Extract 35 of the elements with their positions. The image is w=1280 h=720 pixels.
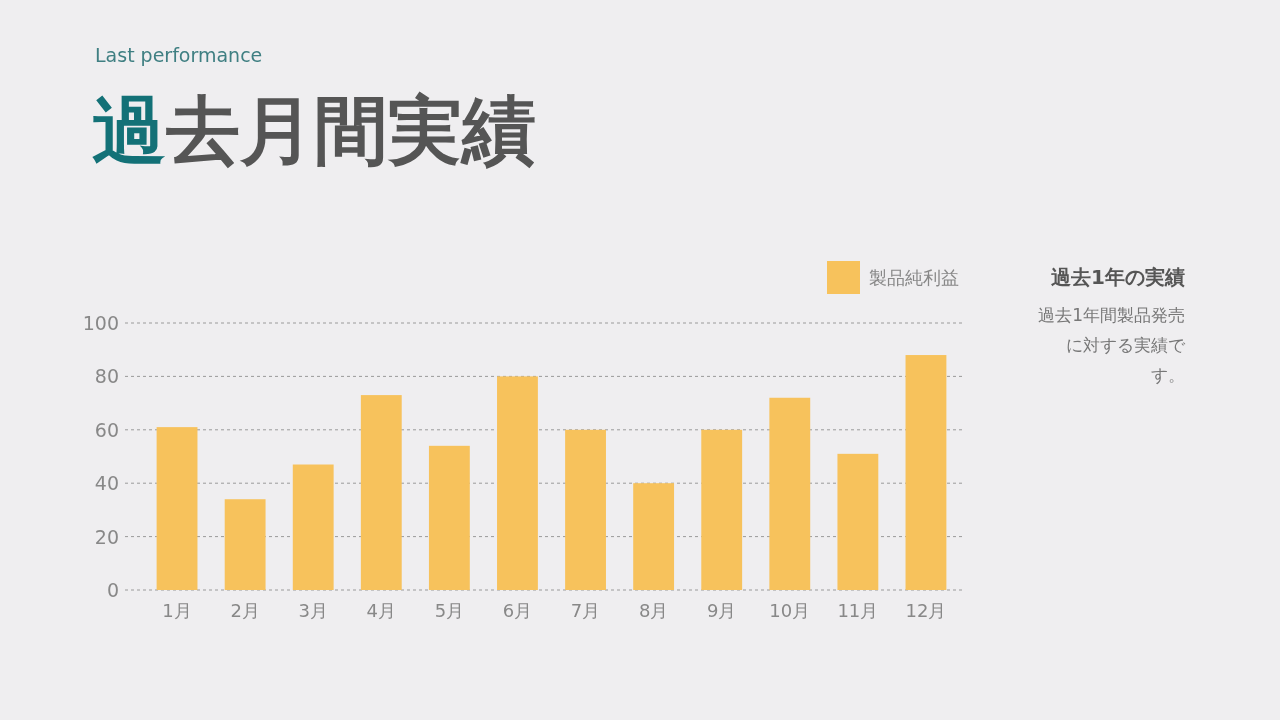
bar — [701, 429, 743, 590]
bar — [769, 397, 811, 590]
x-tick-label: 7月 — [570, 600, 601, 621]
x-tick-label: 2月 — [230, 600, 260, 621]
y-tick-label: 100 — [82, 312, 119, 334]
x-tick-label: 5月 — [434, 600, 465, 621]
x-tick-label: 11月 — [837, 600, 879, 621]
x-tick-label: 9月 — [706, 600, 737, 621]
x-tick-label: 12月 — [905, 600, 947, 621]
x-tick-label: 3月 — [298, 600, 328, 621]
x-tick-label: 1月 — [162, 600, 192, 621]
y-tick-label: 40 — [94, 472, 119, 495]
bar — [156, 427, 198, 590]
y-tick-label: 80 — [94, 365, 119, 388]
bar — [905, 355, 947, 590]
chart-subtitle: Last performance — [95, 44, 263, 66]
bar — [224, 499, 266, 590]
legend-label: 製品純利益 — [869, 267, 959, 288]
y-tick-label: 0 — [106, 579, 119, 601]
bar — [837, 453, 879, 590]
bar — [292, 464, 334, 590]
chart-title: 過去月間実績 — [92, 87, 536, 173]
x-tick-label: 10月 — [769, 600, 811, 621]
bar — [428, 445, 470, 590]
text: 過去1年間製品発売に対する実績です。 — [1037, 304, 1185, 387]
x-tick-label: 8月 — [638, 600, 669, 621]
bar — [633, 483, 675, 590]
y-tick-label: 60 — [94, 418, 119, 441]
bar — [565, 429, 606, 590]
bar — [360, 395, 402, 590]
x-tick-label: 4月 — [366, 600, 397, 621]
x-tick-label: 6月 — [502, 600, 533, 621]
bar — [497, 376, 538, 590]
y-tick-label: 20 — [94, 525, 119, 548]
text: 過去1年の実績 — [1051, 264, 1185, 291]
